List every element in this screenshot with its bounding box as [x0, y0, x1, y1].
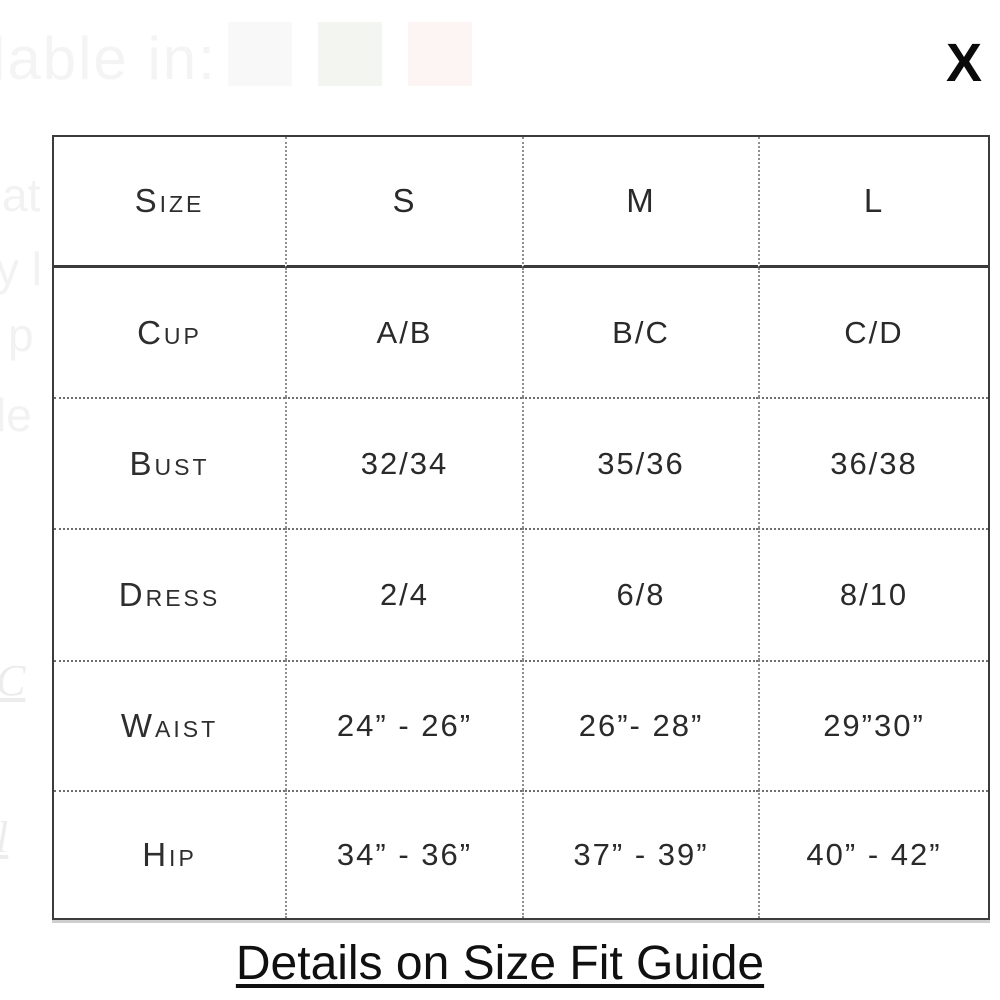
row-label-dress: Dress [54, 528, 285, 660]
available-in-label: lable in: [0, 25, 217, 92]
cup-m-value: B/C [522, 268, 758, 397]
row-label-bust: Bust [54, 397, 285, 528]
hip-s-value: 34” - 36” [285, 790, 522, 918]
background-link-fragment: C [0, 655, 25, 706]
hip-m-value: 37” - 39” [522, 790, 758, 918]
size-chart-table: Size S M L Cup A/B B/C C/D Bust 32/34 35… [52, 135, 990, 920]
header-col-m: M [522, 137, 758, 268]
background-text-fragment: at [2, 169, 41, 221]
close-icon[interactable]: X [945, 33, 982, 93]
row-label-waist: Waist [54, 660, 285, 790]
bust-m-value: 35/36 [522, 397, 758, 528]
header-size-label: Size [54, 137, 285, 268]
color-swatch-pink [408, 22, 472, 86]
bust-s-value: 32/34 [285, 397, 522, 528]
background-link-fragment: l [0, 812, 8, 863]
header-col-s: S [285, 137, 522, 268]
color-swatch-camo [318, 22, 382, 86]
background-text-fragment: p [8, 309, 34, 361]
background-text-fragment: y l [0, 243, 42, 295]
size-fit-guide-link-label: Details on Size Fit Guide [235, 937, 765, 990]
header-col-l: L [758, 137, 988, 268]
cup-l-value: C/D [758, 268, 988, 397]
dress-l-value: 8/10 [758, 528, 988, 660]
row-label-hip: Hip [54, 790, 285, 918]
waist-m-value: 26”- 28” [522, 660, 758, 790]
dress-m-value: 6/8 [522, 528, 758, 660]
waist-l-value: 29”30” [758, 660, 988, 790]
bust-l-value: 36/38 [758, 397, 988, 528]
row-label-cup: Cup [137, 313, 202, 351]
background-text-fragment: le [0, 389, 32, 441]
size-fit-guide-link[interactable]: Details on Size Fit Guide [0, 936, 1000, 991]
dress-s-value: 2/4 [285, 528, 522, 660]
cup-s-value: A/B [285, 268, 522, 397]
color-swatch-gray [228, 22, 292, 86]
waist-s-value: 24” - 26” [285, 660, 522, 790]
hip-l-value: 40” - 42” [758, 790, 988, 918]
